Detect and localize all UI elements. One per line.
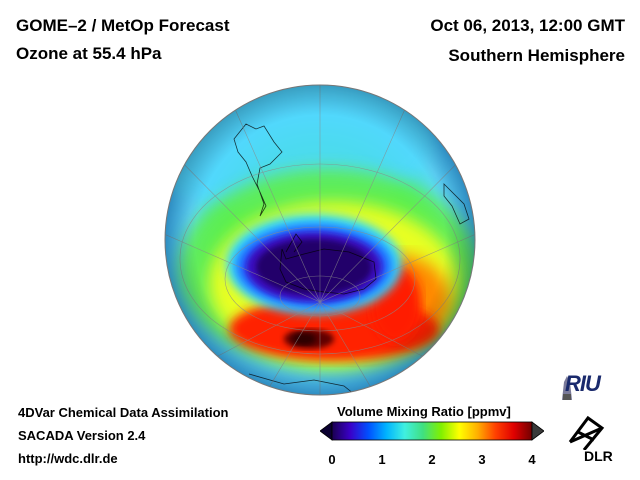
colorbar-title: Volume Mixing Ratio [ppmv] — [337, 404, 511, 419]
footer-line-1: 4DVar Chemical Data Assimilation — [18, 405, 229, 420]
colorbar-tick-label: 0 — [328, 452, 336, 467]
colorbar-tick-label: 1 — [378, 452, 386, 467]
colorbar — [320, 421, 544, 441]
map-title: GOME–2 / MetOp Forecast — [16, 16, 230, 35]
riu-logo-icon — [562, 376, 572, 400]
colorbar-tick-label: 3 — [478, 452, 486, 467]
colorbar-max-arrow — [531, 421, 544, 441]
colorbar-tick-label: 2 — [428, 452, 436, 467]
colorbar-tick-label: 4 — [528, 452, 536, 467]
forecast-date: Oct 06, 2013, 12:00 GMT — [430, 16, 625, 35]
dlr-logo-text: DLR — [584, 448, 613, 464]
footer-url[interactable]: http://wdc.dlr.de — [18, 451, 118, 466]
footer-line-2: SACADA Version 2.4 — [18, 428, 146, 443]
map-subtitle: Ozone at 55.4 hPa — [16, 44, 162, 63]
dlr-logo-icon — [568, 415, 605, 450]
ozone-globe-map — [164, 84, 476, 396]
riu-logo-text: RIU — [565, 371, 601, 396]
colorbar-min-arrow — [320, 421, 333, 441]
colorbar-ramp — [331, 421, 533, 441]
region-label: Southern Hemisphere — [448, 46, 625, 65]
